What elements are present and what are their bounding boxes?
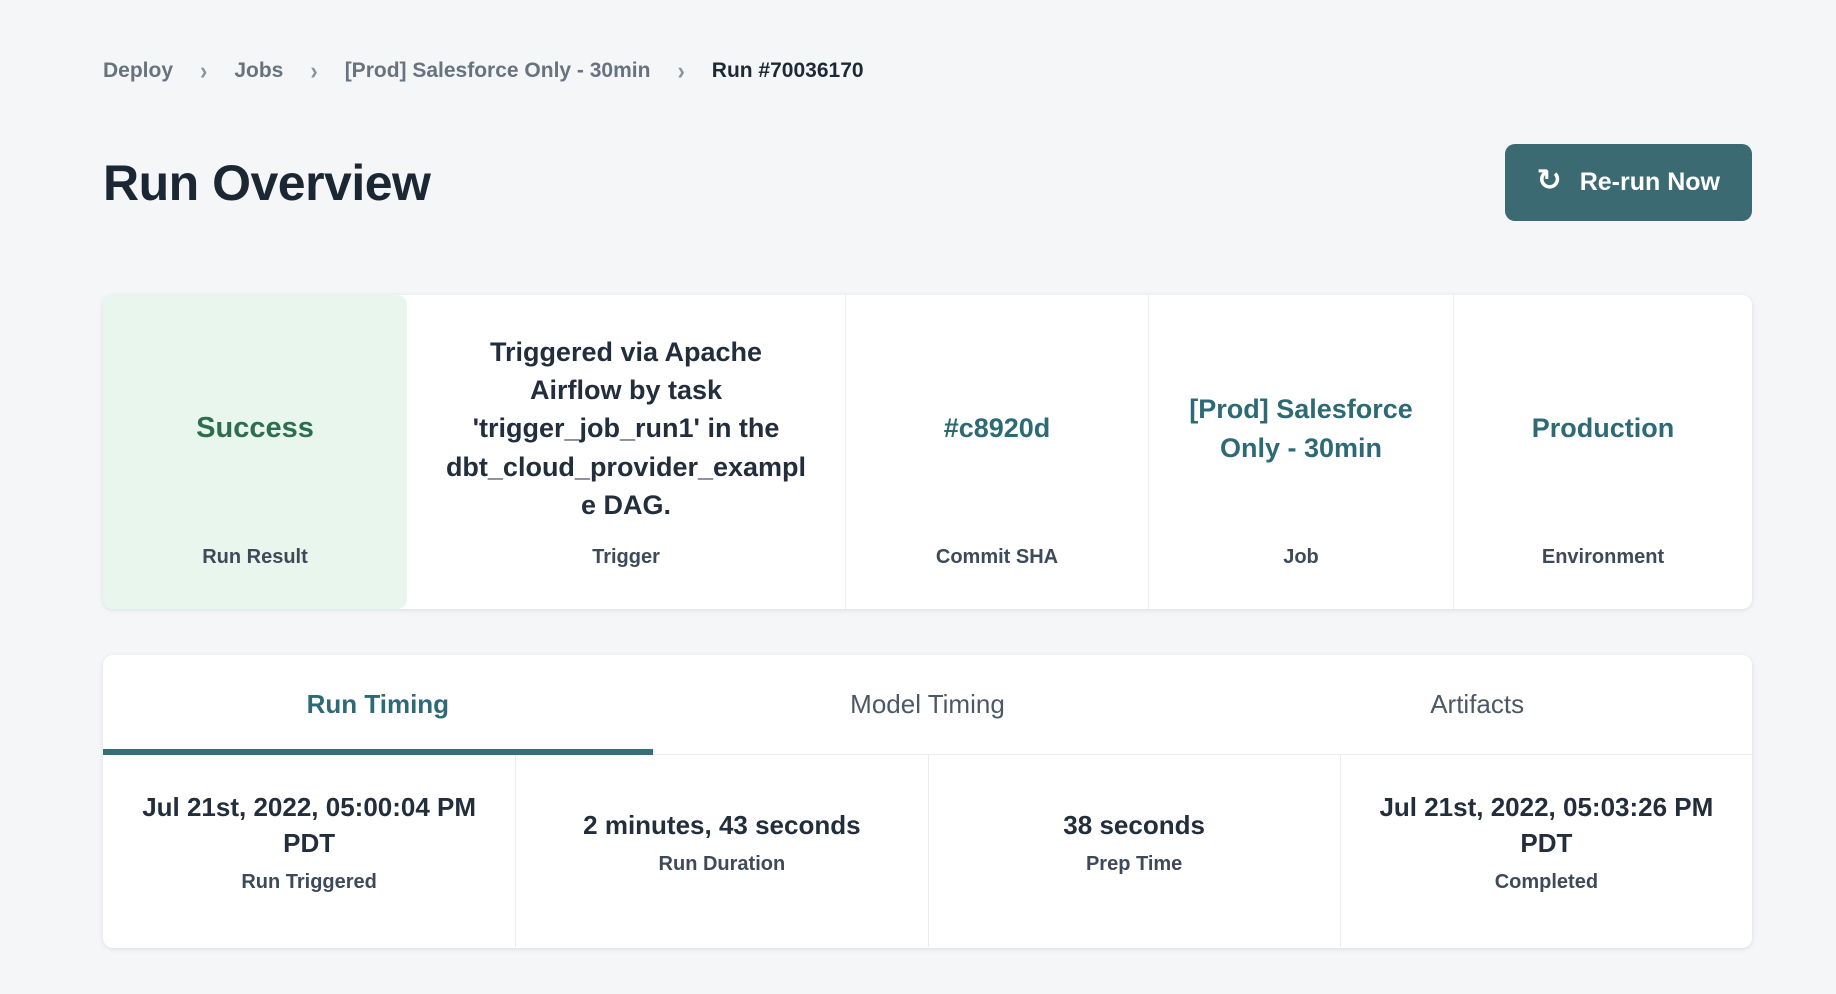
timing-card-label-completed: Completed [1494, 870, 1599, 893]
summary-card-label-job: Job [1283, 546, 1319, 568]
summary-card-value-environment[interactable]: Production [1531, 413, 1675, 444]
timing-card-value-run-triggered: Jul 21st, 2022, 05:00:04 PM PDT [142, 792, 477, 858]
chevron-right-icon: › [677, 56, 685, 85]
chevron-right-icon: › [200, 56, 208, 85]
summary-card-value-wrap: Production [1488, 295, 1718, 546]
run-summary-cards: Success Run Result Triggered via Apache Ai… [103, 295, 1752, 609]
timing-card-prep-time: 38 seconds Prep Time [927, 755, 1340, 947]
timing-card-label-run-duration: Run Duration [658, 853, 786, 876]
page-header: Run Overview ↻ Re-run Now [103, 144, 1752, 221]
timing-card-label-prep-time: Prep Time [1085, 853, 1183, 876]
chevron-right-icon: › [310, 56, 318, 85]
summary-card-label-run-result: Run Result [202, 546, 308, 568]
summary-card-value-job[interactable]: [Prod] Salesforce Only - 30min [1189, 394, 1413, 463]
breadcrumb-item-run-70036170: Run #70036170 [711, 59, 864, 82]
timing-card-run-triggered: Jul 21st, 2022, 05:00:04 PM PDT Run Trigg… [103, 755, 515, 947]
summary-card-value-wrap: Success [137, 295, 373, 546]
breadcrumb-item-deploy[interactable]: Deploy [103, 59, 174, 82]
timing-card-value-run-duration: 2 minutes, 43 seconds [583, 809, 861, 840]
summary-card-label-commit-sha: Commit SHA [935, 546, 1059, 568]
summary-card-value-wrap: Triggered via Apache Airflow by task 'tr… [441, 295, 811, 546]
rerun-button-label: Re-run Now [1579, 168, 1720, 196]
run-detail-panel: Run Timing Model Timing Artifacts Jul 21st… [103, 655, 1752, 948]
timing-card-value-prep-time: 38 seconds [1063, 809, 1205, 840]
timing-card-label-run-triggered: Run Triggered [241, 870, 377, 893]
breadcrumb-item-jobs[interactable]: Jobs [234, 59, 284, 82]
summary-card-label-trigger: Trigger [592, 546, 660, 568]
summary-card-value-commit-sha[interactable]: #c8920d [943, 413, 1051, 444]
summary-card-trigger: Triggered via Apache Airflow by task 'tr… [407, 295, 845, 609]
summary-card-job: [Prod] Salesforce Only - 30min Job [1148, 295, 1453, 609]
summary-card-value-wrap: [Prod] Salesforce Only - 30min [1183, 295, 1419, 546]
summary-card-value-trigger: Triggered via Apache Airflow by task 'tr… [445, 336, 807, 520]
breadcrumb-item-prod-salesforce-only-30min[interactable]: [Prod] Salesforce Only - 30min [344, 59, 651, 82]
run-timing-content: Jul 21st, 2022, 05:00:04 PM PDT Run Trigg… [103, 755, 1752, 947]
summary-card-run-result: Success Run Result [103, 295, 407, 609]
timing-card-completed: Jul 21st, 2022, 05:03:26 PM PDT Completed [1339, 755, 1752, 947]
summary-card-value-run-result: Success [196, 411, 314, 444]
timing-card-value-completed: Jul 21st, 2022, 05:03:26 PM PDT [1379, 792, 1714, 858]
tab-run-timing[interactable]: Run Timing [103, 655, 653, 755]
tab-artifacts[interactable]: Artifacts [1202, 655, 1752, 754]
run-overview-page: Deploy › Jobs › [Prod] Salesforce Only - 30m… [103, 0, 1752, 948]
summary-card-environment: Production Environment [1453, 295, 1752, 609]
timing-card-run-duration: 2 minutes, 43 seconds Run Duration [515, 755, 927, 947]
breadcrumb: Deploy › Jobs › [Prod] Salesforce Only - 30m… [103, 56, 1752, 85]
page-title: Run Overview [103, 154, 431, 211]
tab-bar: Run Timing Model Timing Artifacts [103, 655, 1752, 755]
rerun-icon: ↻ [1536, 162, 1562, 198]
summary-card-value-wrap: #c8920d [880, 295, 1114, 546]
summary-card-label-environment: Environment [1541, 546, 1665, 568]
tab-model-timing[interactable]: Model Timing [653, 655, 1203, 754]
summary-card-commit-sha: #c8920d Commit SHA [845, 295, 1148, 609]
rerun-now-button[interactable]: ↻ Re-run Now [1504, 144, 1752, 221]
